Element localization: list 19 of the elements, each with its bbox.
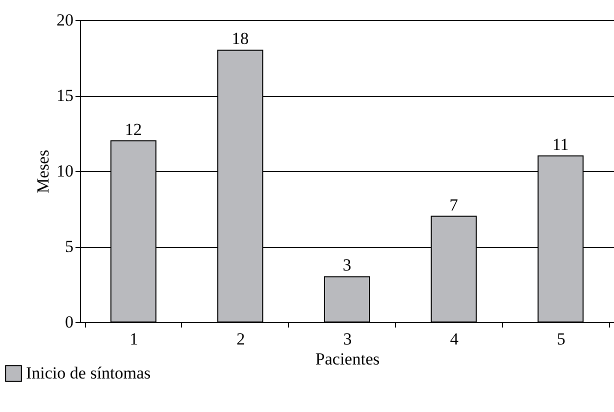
x-tick-label: 4 (450, 330, 460, 348)
x-tick-label: 3 (343, 330, 352, 348)
y-tick-label: 20 (56, 10, 74, 30)
y-axis-title: Meses (34, 150, 52, 194)
data-label: 11 (552, 134, 569, 154)
y-tick-label: 0 (65, 312, 74, 332)
data-label: 3 (342, 256, 352, 275)
x-tick-label: 5 (556, 330, 566, 348)
x-tick-label: 1 (130, 330, 138, 348)
y-tick-label: 15 (56, 86, 74, 105)
data-label: 18 (232, 29, 249, 48)
y-tick-label: 5 (65, 237, 74, 256)
x-axis-title: Pacientes (315, 350, 380, 368)
y-tick-label: 10 (56, 162, 74, 180)
bar (324, 276, 370, 322)
legend-label: Inicio de síntomas (26, 364, 151, 382)
data-label: 12 (124, 120, 142, 139)
data-label: 7 (450, 195, 459, 214)
x-tick-label: 2 (236, 330, 245, 348)
